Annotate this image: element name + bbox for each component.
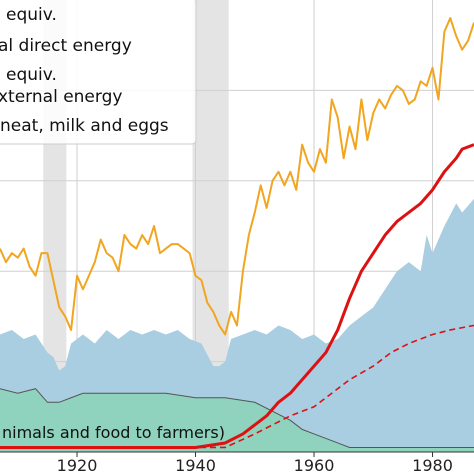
- orange-line-series: [0, 17, 474, 336]
- x-tick-label: 1980: [412, 456, 453, 474]
- stacked-areas: [0, 198, 474, 452]
- x-tick-label: 1960: [294, 456, 335, 474]
- legend-entry-2-line-2: xternal energy: [0, 87, 122, 107]
- legend-entry-3-label: neat, milk and eggs: [0, 116, 169, 136]
- legend: equiv. al direct energy equiv. xternal e…: [0, 0, 197, 145]
- x-tick-label: 1920: [57, 456, 98, 474]
- x-axis: 1920 1940 1960 1980: [0, 451, 474, 474]
- legend-entry-2-line-1: equiv.: [6, 65, 57, 85]
- x-tick-label: 1940: [175, 456, 216, 474]
- series-lines: [0, 17, 474, 449]
- legend-entry-1-line-2: al direct energy: [0, 36, 132, 56]
- red-dashed-line-series: [0, 324, 474, 449]
- annotation-text: nimals and food to farmers): [2, 423, 225, 442]
- red-solid-line-series: [0, 143, 474, 449]
- legend-entry-1-line-1: equiv.: [6, 5, 57, 25]
- legend-box: [0, 0, 197, 145]
- green-area-outline: [0, 388, 474, 448]
- blue-area-series: [0, 198, 474, 452]
- green-area-series: [0, 388, 474, 452]
